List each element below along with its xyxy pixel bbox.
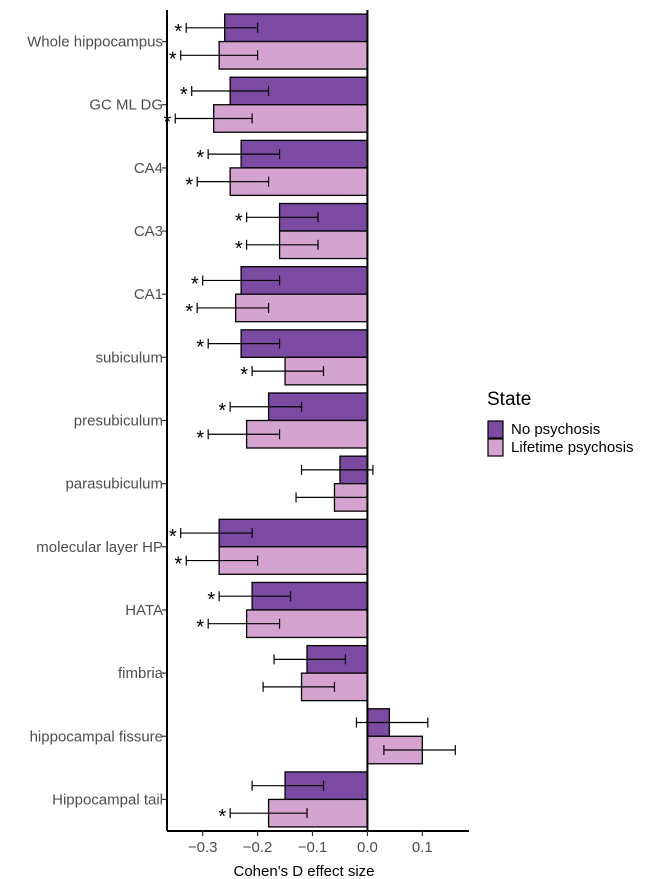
legend-title: State (487, 389, 531, 410)
error-bar (196, 302, 270, 313)
significance-marker: * (169, 48, 177, 70)
error-bar (251, 780, 325, 791)
legend-key (487, 420, 504, 439)
category-label: presubiculum (74, 413, 163, 430)
bars-layer (213, 13, 423, 828)
error-bar (300, 464, 374, 475)
category-label: hippocampal fissure (30, 728, 163, 745)
x-tick-label: −0.3 (188, 839, 218, 856)
error-bar (262, 681, 336, 692)
significance-marker: * (196, 337, 204, 359)
significance-marker: * (235, 210, 243, 232)
category-label: CA1 (134, 286, 163, 303)
significance-marker: * (185, 301, 193, 323)
axis-layer: −0.3 −0.2 −0.1 0.0 0.1 (162, 10, 469, 856)
significance-marker: * (174, 21, 182, 43)
category-label: molecular layer HP (36, 539, 163, 556)
legend-label: Lifetime psychosis (511, 439, 634, 456)
error-bar (185, 22, 259, 33)
significance-marker: * (207, 589, 215, 611)
error-bar (246, 212, 319, 223)
x-tick-label: 0.1 (412, 839, 433, 856)
error-bar (185, 555, 259, 566)
error-bar (174, 113, 253, 124)
error-bar (383, 745, 456, 756)
category-label: CA3 (134, 223, 163, 240)
x-tick-label: −0.1 (298, 839, 328, 856)
x-tick-label: 0.0 (357, 839, 378, 856)
significance-marker: * (235, 238, 243, 260)
significance-marker: * (196, 617, 204, 639)
error-bar (246, 239, 319, 250)
significance-marker: * (185, 175, 193, 197)
error-bar (202, 275, 281, 286)
significance-markers: ******************* (163, 21, 248, 828)
significance-marker: * (174, 554, 182, 576)
category-label: fimbria (118, 665, 164, 682)
category-label: Hippocampal tail (52, 791, 163, 808)
error-bar (191, 85, 270, 96)
error-bar (180, 528, 253, 539)
significance-marker: * (218, 806, 226, 828)
category-label: HATA (125, 602, 163, 619)
error-bar (207, 338, 281, 349)
significance-marker: * (196, 427, 204, 449)
category-labels: Whole hippocampus GC ML DG CA4 CA3 CA1 subicu… (27, 34, 164, 809)
significance-marker: * (196, 147, 204, 169)
category-label: GC ML DG (89, 97, 163, 114)
significance-marker: * (180, 84, 188, 106)
legend-label: No psychosis (511, 421, 600, 438)
error-bar (196, 176, 270, 187)
significance-marker: * (191, 273, 199, 295)
legend-key (487, 438, 504, 457)
category-label: CA4 (134, 160, 163, 177)
error-bar (251, 366, 325, 377)
significance-marker: * (218, 400, 226, 422)
error-bar (229, 401, 303, 412)
error-bar (229, 808, 308, 819)
x-axis-title: Cohen's D effect size (234, 863, 375, 879)
error-bar (273, 654, 347, 665)
error-bar (207, 429, 281, 440)
error-bar (180, 50, 259, 61)
error-bar (207, 618, 281, 629)
category-label: parasubiculum (65, 476, 163, 493)
significance-marker: * (169, 526, 177, 548)
significance-marker: * (240, 364, 248, 386)
category-label: subiculum (95, 349, 163, 366)
category-label: Whole hippocampus (27, 34, 163, 51)
error-bar (207, 149, 281, 160)
x-tick-label: −0.2 (243, 839, 273, 856)
error-bar (218, 591, 292, 602)
